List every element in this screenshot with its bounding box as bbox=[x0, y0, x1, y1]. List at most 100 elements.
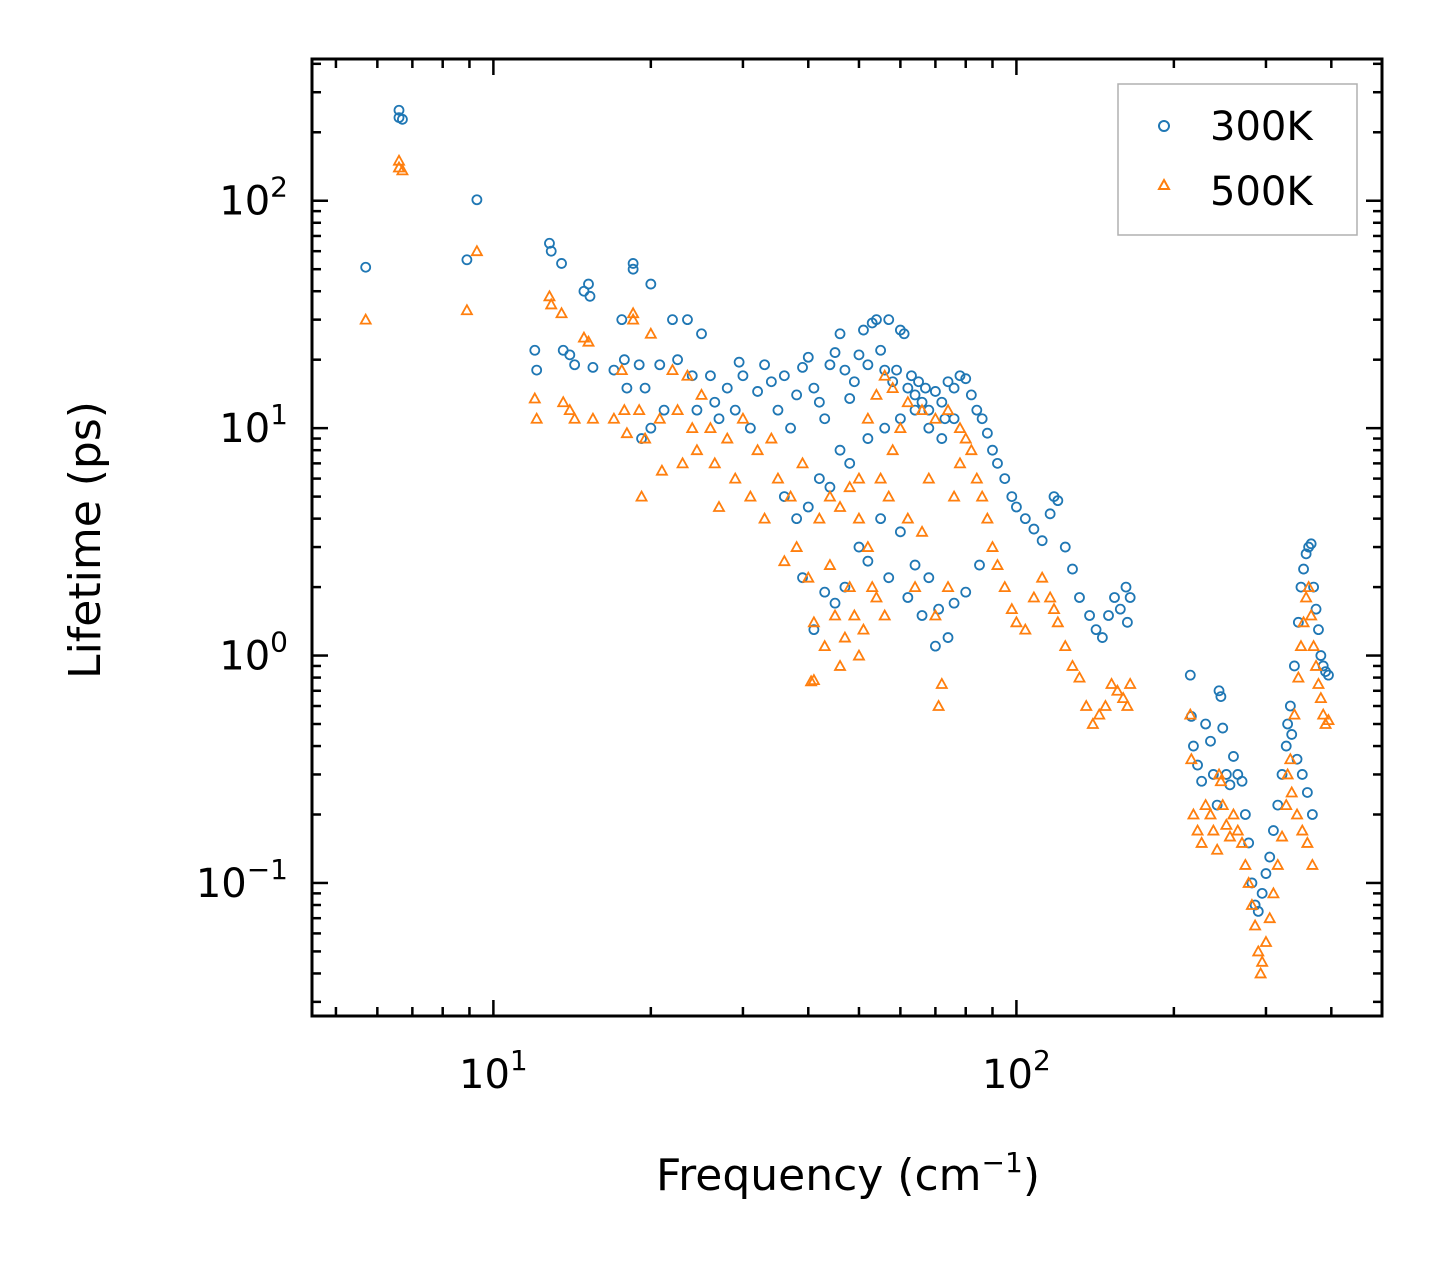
point-500k-118 bbox=[928, 411, 942, 424]
point-300k-183 bbox=[1298, 563, 1309, 575]
point-300k-190 bbox=[1315, 650, 1327, 661]
point-500k-116 bbox=[901, 395, 915, 408]
point-500k-35 bbox=[694, 388, 709, 400]
point-500k-73 bbox=[915, 524, 929, 537]
point-500k-115 bbox=[886, 381, 900, 393]
point-300k-89 bbox=[965, 389, 977, 401]
point-500k-127 bbox=[1186, 807, 1200, 820]
point-300k-122 bbox=[862, 555, 874, 567]
point-300k-105 bbox=[1067, 563, 1078, 575]
point-300k-129 bbox=[923, 572, 935, 584]
point-300k-17 bbox=[587, 361, 599, 373]
point-300k-4 bbox=[461, 254, 473, 266]
point-300k-101 bbox=[1044, 508, 1056, 520]
point-300k-64 bbox=[858, 324, 869, 336]
point-300k-84 bbox=[939, 413, 951, 425]
point-300k-9 bbox=[545, 245, 557, 257]
point-500k-36 bbox=[703, 421, 717, 434]
point-500k-40 bbox=[728, 471, 742, 484]
point-300k-90 bbox=[971, 404, 983, 416]
plot-frame bbox=[310, 57, 1384, 1018]
point-500k-87 bbox=[990, 558, 1004, 570]
point-500k-42 bbox=[743, 489, 757, 502]
point-300k-82 bbox=[929, 386, 941, 397]
point-300k-152 bbox=[1188, 740, 1199, 752]
point-500k-49 bbox=[790, 540, 804, 552]
point-300k-91 bbox=[976, 413, 988, 425]
point-300k-164 bbox=[1228, 751, 1239, 762]
y-axis-title: Lifetime (ps) bbox=[60, 401, 111, 679]
point-500k-59 bbox=[843, 580, 857, 592]
point-300k-19 bbox=[616, 314, 628, 326]
point-500k-111 bbox=[852, 648, 866, 661]
point-500k-160 bbox=[1299, 590, 1313, 603]
point-500k-131 bbox=[1203, 807, 1218, 820]
point-300k-70 bbox=[883, 314, 895, 326]
point-500k-125 bbox=[1183, 707, 1197, 720]
point-500k-9 bbox=[544, 297, 558, 310]
point-500k-130 bbox=[1199, 798, 1213, 810]
point-500k-55 bbox=[823, 558, 837, 570]
point-500k-132 bbox=[1206, 823, 1220, 836]
point-500k-155 bbox=[1283, 752, 1297, 765]
point-500k-58 bbox=[838, 630, 852, 643]
point-500k-25 bbox=[638, 431, 652, 444]
point-300k-78 bbox=[913, 376, 924, 388]
point-500k-34 bbox=[690, 443, 704, 456]
point-500k-47 bbox=[777, 554, 791, 567]
point-300k-13 bbox=[569, 359, 581, 371]
point-500k-48 bbox=[784, 489, 798, 502]
point-300k-107 bbox=[1084, 610, 1095, 621]
point-300k-159 bbox=[1213, 685, 1225, 697]
point-300k-50 bbox=[785, 422, 796, 434]
point-300k-71 bbox=[887, 376, 899, 388]
point-300k-174 bbox=[1264, 851, 1276, 863]
point-300k-117 bbox=[808, 624, 820, 636]
point-500k-126 bbox=[1184, 752, 1198, 765]
x-tick-label-1: 102 bbox=[982, 1044, 1051, 1098]
point-500k-13 bbox=[568, 411, 582, 424]
point-300k-36 bbox=[696, 328, 707, 340]
point-500k-162 bbox=[1304, 608, 1318, 621]
point-500k-90 bbox=[1009, 615, 1023, 628]
data-points bbox=[359, 104, 1335, 979]
point-300k-56 bbox=[819, 413, 831, 425]
point-300k-147 bbox=[923, 422, 935, 434]
point-500k-72 bbox=[908, 580, 922, 592]
point-300k-188 bbox=[1310, 603, 1322, 615]
point-300k-0 bbox=[360, 261, 372, 273]
point-500k-89 bbox=[1005, 602, 1019, 615]
point-300k-135 bbox=[974, 559, 985, 571]
point-500k-146 bbox=[1251, 944, 1265, 957]
point-300k-80 bbox=[920, 382, 931, 394]
point-500k-62 bbox=[856, 622, 870, 635]
point-300k-142 bbox=[844, 457, 856, 469]
point-500k-33 bbox=[685, 421, 699, 434]
point-500k-148 bbox=[1255, 954, 1269, 967]
point-300k-26 bbox=[639, 382, 651, 394]
point-300k-160 bbox=[1215, 691, 1227, 702]
point-300k-20 bbox=[618, 354, 630, 366]
point-300k-55 bbox=[813, 396, 825, 408]
point-500k-138 bbox=[1223, 829, 1237, 842]
point-300k-31 bbox=[667, 314, 678, 326]
point-500k-141 bbox=[1235, 836, 1249, 848]
point-300k-86 bbox=[948, 382, 960, 394]
point-500k-144 bbox=[1245, 898, 1259, 910]
point-300k-38 bbox=[709, 396, 721, 408]
point-300k-141 bbox=[834, 444, 846, 456]
point-300k-99 bbox=[1028, 523, 1040, 535]
point-300k-98 bbox=[1019, 513, 1031, 525]
legend-marker-500k bbox=[1157, 177, 1171, 190]
point-500k-119 bbox=[941, 403, 955, 416]
point-300k-171 bbox=[1252, 905, 1264, 917]
point-300k-139 bbox=[813, 473, 825, 484]
point-300k-134 bbox=[960, 586, 972, 598]
point-300k-137 bbox=[791, 513, 803, 525]
x-tick-label-0: 101 bbox=[459, 1044, 528, 1098]
point-500k-51 bbox=[801, 570, 815, 583]
point-300k-110 bbox=[1103, 610, 1114, 621]
point-300k-44 bbox=[744, 422, 756, 434]
point-300k-133 bbox=[948, 597, 960, 609]
